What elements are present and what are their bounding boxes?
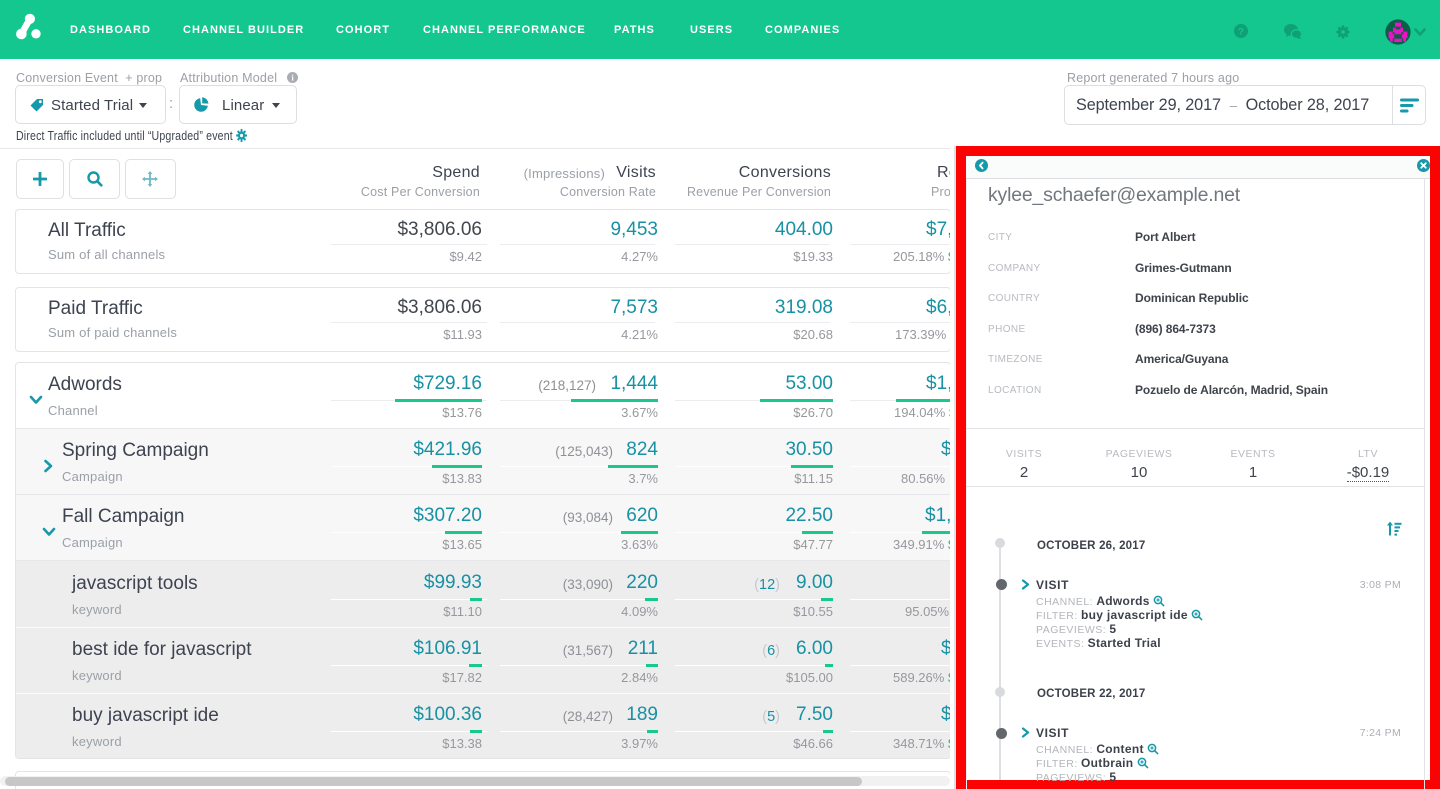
- svg-text:?: ?: [1238, 26, 1244, 37]
- svg-text:i: i: [291, 73, 294, 83]
